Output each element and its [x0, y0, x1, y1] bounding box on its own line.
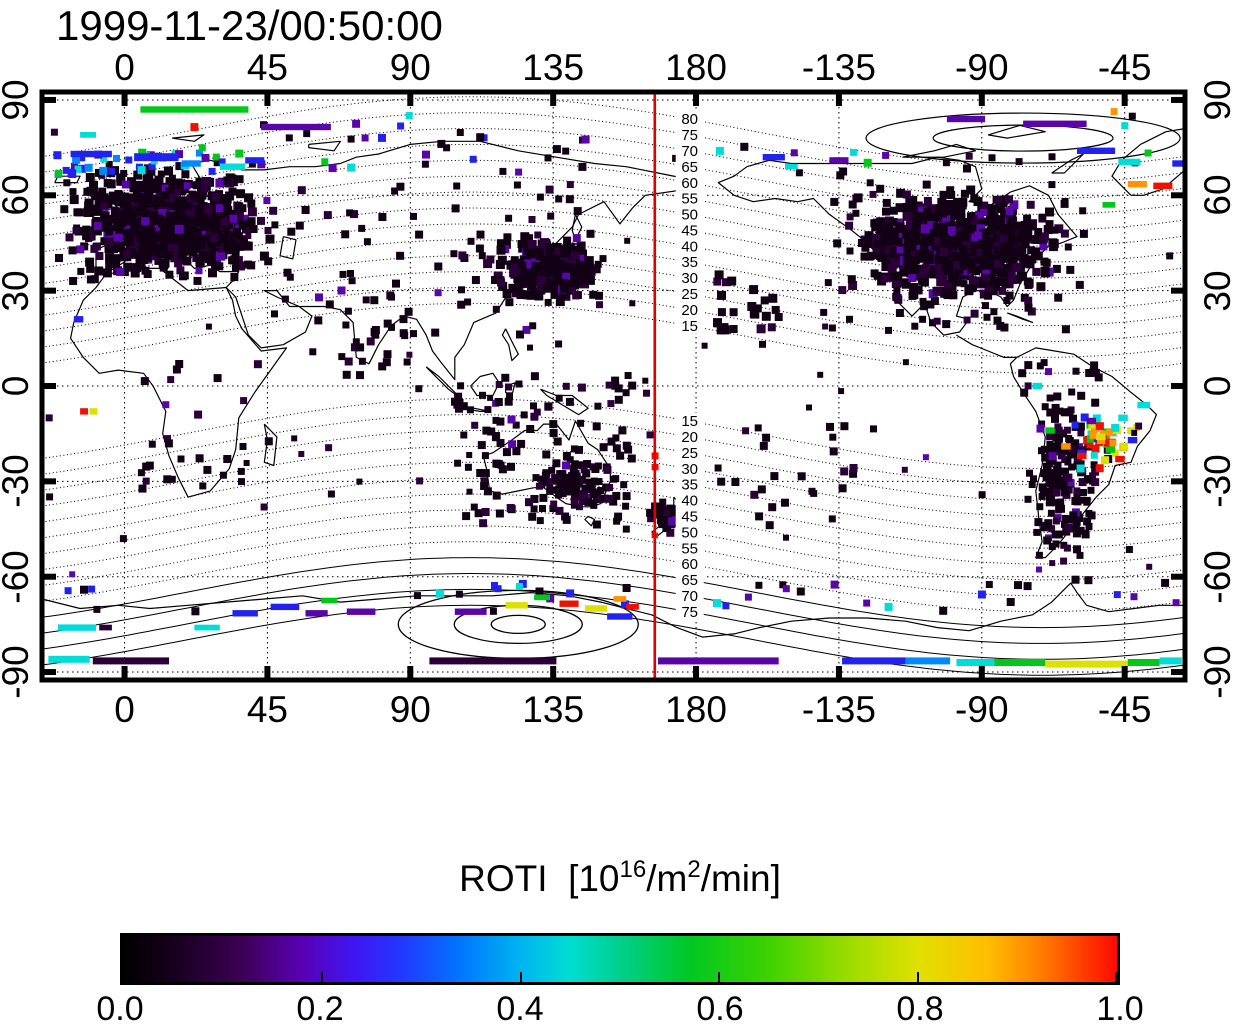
lon-tick-label-bottom: 90 — [389, 689, 431, 730]
colorbar-gradient — [120, 933, 1120, 985]
svg-text:70: 70 — [681, 143, 698, 160]
lat-tick-label-left: 30 — [0, 270, 36, 312]
lat-tick-label-right: -60 — [1197, 549, 1238, 604]
colorbar-tick-mark — [320, 972, 323, 982]
roti-pixel-layer — [45, 108, 1180, 616]
lon-tick-label-bottom: 135 — [522, 689, 585, 730]
colorbar-tick-label: 1.0 — [1096, 990, 1144, 1024]
svg-text:25: 25 — [681, 286, 698, 303]
svg-text:75: 75 — [681, 604, 698, 621]
lat-tick-label-right: -30 — [1197, 454, 1238, 509]
lat-tick-label-left: 0 — [0, 346, 36, 426]
lat-tick-label-left: 90 — [0, 79, 36, 121]
lon-tick-label-bottom: 180 — [665, 689, 727, 730]
colorbar-title-open: [10 — [568, 858, 620, 899]
colorbar-tick-label: 0.2 — [296, 990, 344, 1024]
svg-text:40: 40 — [681, 493, 698, 510]
lat-tick-label-right: 60 — [1197, 174, 1238, 216]
colorbar-tick-mark — [123, 972, 125, 982]
svg-text:50: 50 — [681, 524, 698, 541]
svg-text:40: 40 — [681, 238, 698, 255]
lon-tick-label-top: 90 — [389, 47, 431, 88]
timestamp: 1999-11-23/00:50:00 — [56, 2, 443, 49]
lat-tick-label-right: 0 — [1197, 375, 1238, 397]
svg-text:25: 25 — [681, 445, 698, 462]
colorbar-tick-mark — [917, 972, 920, 982]
svg-text:60: 60 — [681, 175, 698, 192]
map-layers: 8075706560555045403530252015152025303540… — [42, 92, 1185, 680]
colorbar-tick-label: 0.8 — [896, 990, 944, 1024]
colorbar-title-sup1: 16 — [619, 856, 647, 883]
world-map-plot: 8075706560555045403530252015152025303540… — [39, 89, 1188, 683]
lon-tick-label-top: 0 — [114, 47, 135, 88]
lon-tick-label-top: -45 — [1097, 47, 1152, 88]
svg-text:65: 65 — [681, 159, 698, 176]
colorbar-title-mid: /m — [646, 858, 688, 899]
svg-text:50: 50 — [681, 207, 698, 224]
svg-text:70: 70 — [681, 588, 698, 605]
lon-tick-label-top: -90 — [955, 47, 1009, 88]
svg-text:65: 65 — [681, 572, 698, 589]
lat-tick-label-right: 30 — [1197, 270, 1238, 312]
colorbar-tick-label: 0.4 — [496, 990, 544, 1024]
svg-text:45: 45 — [681, 222, 698, 239]
lat-tick-label-left: -60 — [0, 549, 36, 604]
roti-patch-layer — [48, 106, 1185, 668]
svg-text:45: 45 — [681, 508, 698, 525]
colorbar-tick-label: 0.6 — [696, 990, 744, 1024]
lat-tick-label-left: -30 — [0, 454, 36, 509]
svg-text:15: 15 — [681, 318, 698, 335]
svg-text:55: 55 — [681, 191, 698, 208]
lon-tick-label-bottom: -45 — [1097, 689, 1152, 730]
plot-frame — [39, 89, 1188, 683]
colorbar-title: ROTI [1016/m2/min] — [120, 856, 1120, 900]
colorbar-tick-label: 0.0 — [96, 990, 144, 1024]
colorbar-title-sup2: 2 — [687, 856, 701, 883]
lat-tick-label-right: 90 — [1197, 79, 1238, 121]
svg-text:15: 15 — [681, 413, 698, 430]
svg-text:60: 60 — [681, 556, 698, 573]
colorbar-title-close: /min] — [700, 858, 781, 899]
lat-tick-label-right: -90 — [1197, 645, 1238, 699]
colorbar-tick-mark — [1115, 972, 1117, 982]
lon-tick-label-top: 135 — [522, 47, 585, 88]
colorbar-tick-mark — [718, 972, 721, 982]
svg-text:55: 55 — [681, 540, 698, 557]
lon-tick-label-bottom: -90 — [955, 689, 1009, 730]
svg-text:75: 75 — [681, 127, 698, 144]
lon-tick-label-top: -135 — [801, 47, 876, 88]
svg-text:35: 35 — [681, 477, 698, 494]
lon-tick-label-bottom: -135 — [801, 689, 876, 730]
lon-tick-label-top: 45 — [246, 47, 288, 88]
colorbar-tick-mark — [519, 972, 522, 982]
svg-text:20: 20 — [681, 429, 698, 446]
svg-text:20: 20 — [681, 302, 698, 319]
lat-tick-label-left: 60 — [0, 174, 36, 216]
lat-tick-label-left: -90 — [0, 645, 36, 699]
colorbar-title-main: ROTI — [459, 858, 548, 899]
svg-text:80: 80 — [681, 111, 698, 128]
lon-tick-label-bottom: 45 — [246, 689, 288, 730]
svg-text:30: 30 — [681, 270, 698, 287]
contour-label-layer: 8075706560555045403530252015152025303540… — [675, 110, 704, 621]
lon-tick-label-bottom: 0 — [114, 689, 135, 730]
svg-text:30: 30 — [681, 461, 698, 478]
lon-tick-label-top: 180 — [665, 47, 727, 88]
svg-text:35: 35 — [681, 254, 698, 271]
